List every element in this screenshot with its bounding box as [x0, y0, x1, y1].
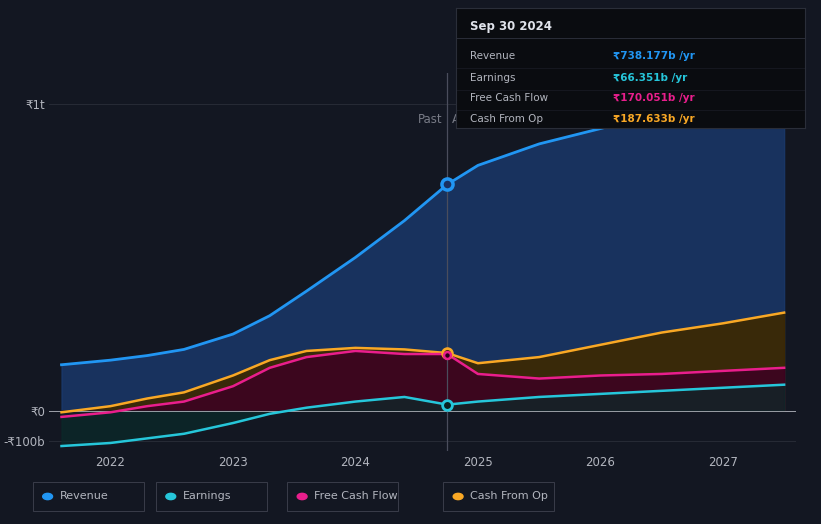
Text: Free Cash Flow: Free Cash Flow: [470, 93, 548, 103]
Text: Past: Past: [418, 113, 443, 126]
Text: Earnings: Earnings: [183, 492, 232, 501]
Text: ₹738.177b /yr: ₹738.177b /yr: [612, 51, 695, 61]
Text: Earnings: Earnings: [470, 73, 515, 83]
Text: Free Cash Flow: Free Cash Flow: [314, 492, 398, 501]
Text: ₹187.633b /yr: ₹187.633b /yr: [612, 114, 695, 124]
Text: Cash From Op: Cash From Op: [470, 114, 543, 124]
Text: Revenue: Revenue: [60, 492, 108, 501]
Text: Sep 30 2024: Sep 30 2024: [470, 20, 552, 33]
Text: Cash From Op: Cash From Op: [470, 492, 548, 501]
Text: Analysts Forecasts: Analysts Forecasts: [452, 113, 562, 126]
Text: ₹66.351b /yr: ₹66.351b /yr: [612, 73, 687, 83]
Text: ₹170.051b /yr: ₹170.051b /yr: [612, 93, 695, 103]
Text: Revenue: Revenue: [470, 51, 515, 61]
